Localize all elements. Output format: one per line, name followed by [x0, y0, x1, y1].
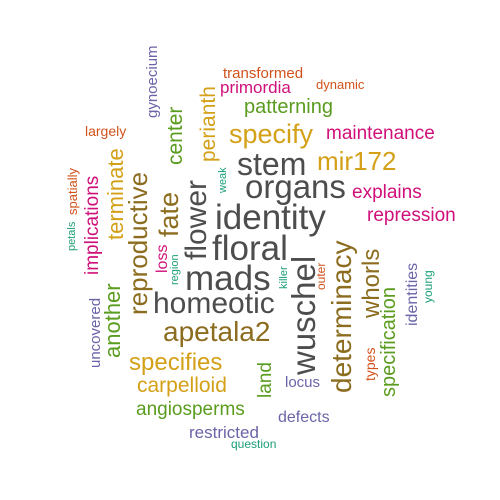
word-carpelloid: carpelloid	[137, 374, 227, 397]
word-determinacy: determinacy	[326, 240, 357, 393]
word-dynamic: dynamic	[316, 77, 365, 92]
word-specify: specify	[229, 119, 314, 149]
word-mads: mads	[185, 259, 271, 298]
word-implications: implications	[82, 175, 103, 275]
word-restricted: restricted	[189, 423, 259, 442]
word-wuschel: wuschel	[285, 255, 322, 375]
word-apetala2: apetala2	[163, 316, 271, 347]
word-maintenance: maintenance	[326, 123, 435, 144]
word-weak: weak	[217, 167, 229, 193]
word-petals: petals	[66, 221, 78, 251]
word-uncovered: uncovered	[87, 297, 104, 368]
word-patterning: patterning	[244, 96, 333, 118]
word-angiosperms: angiosperms	[136, 399, 245, 420]
word-mir172: mir172	[317, 146, 397, 176]
word-perianth: perianth	[197, 86, 220, 162]
word-types: types	[362, 347, 378, 381]
word-stem: stem	[237, 146, 307, 182]
word-question: question	[231, 437, 277, 451]
word-region: region	[169, 254, 181, 285]
word-young: young	[421, 270, 435, 303]
word-identities: identities	[404, 262, 421, 326]
word-flower: flower	[180, 179, 213, 260]
word-locus: locus	[285, 374, 321, 391]
word-specification: specification	[378, 286, 400, 397]
word-gynoecium: gynoecium	[144, 45, 161, 118]
word-identity: identity	[215, 198, 326, 237]
word-floral: floral	[212, 229, 288, 268]
word-transformed: transformed	[223, 65, 304, 82]
word-primordia: primordia	[220, 78, 291, 97]
word-repression: repression	[367, 205, 456, 226]
word-organs: organs	[245, 168, 346, 205]
word-reproductive: reproductive	[123, 171, 153, 315]
word-land: land	[255, 362, 276, 398]
word-spatially: spatially	[65, 168, 80, 215]
word-largely: largely	[85, 123, 127, 139]
word-specifies: specifies	[129, 349, 223, 376]
word-homeotic: homeotic	[153, 287, 275, 320]
word-defects: defects	[278, 409, 330, 426]
word-fate: fate	[154, 191, 184, 237]
word-another: another	[100, 283, 125, 358]
word-center: center	[164, 106, 187, 165]
word-explains: explains	[352, 182, 422, 203]
